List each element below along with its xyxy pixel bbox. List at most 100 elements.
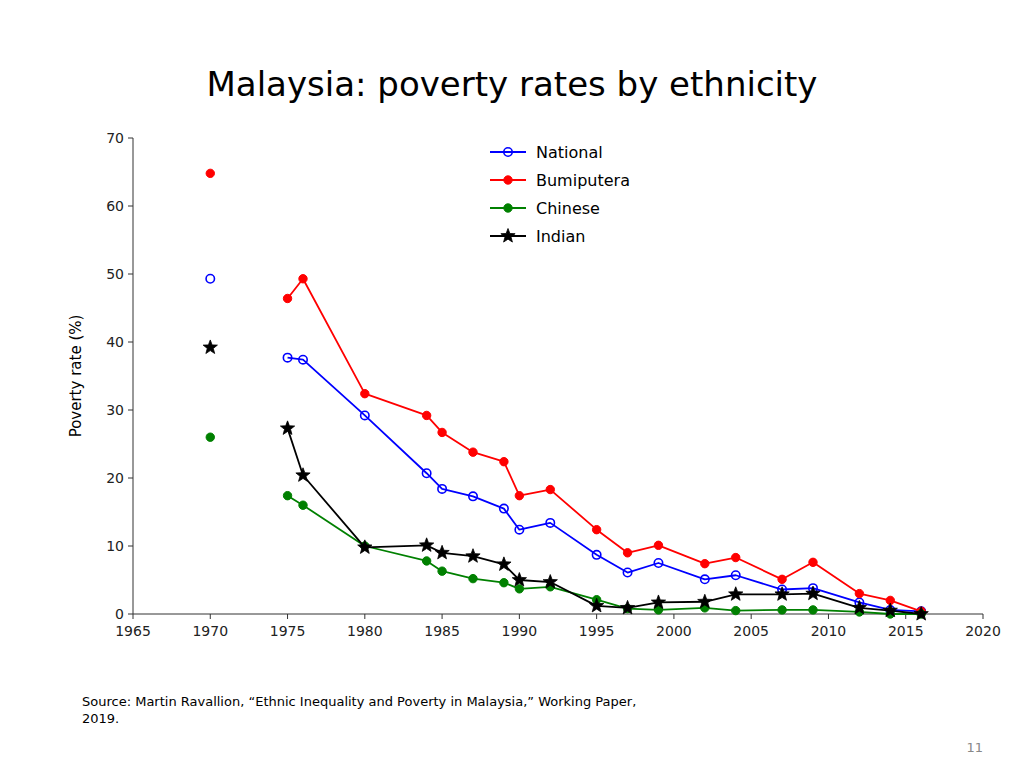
page-number: 11 — [966, 740, 983, 755]
data-point — [732, 571, 740, 579]
data-point — [206, 275, 214, 283]
x-tick-label: 1985 — [424, 623, 460, 639]
x-tick-label: 2010 — [811, 623, 847, 639]
y-axis-label: Poverty rate (%) — [67, 315, 85, 438]
legend-marker — [501, 229, 515, 243]
y-axis-line — [133, 138, 134, 614]
data-point — [778, 575, 786, 583]
data-point — [543, 575, 557, 589]
x-tick — [596, 614, 597, 619]
data-point — [500, 579, 508, 587]
data-point — [732, 606, 740, 614]
x-tick — [210, 614, 211, 619]
x-tick — [519, 614, 520, 619]
data-point — [809, 558, 817, 566]
legend-marker — [504, 204, 512, 212]
x-tick — [751, 614, 752, 619]
title: Malaysia: poverty rates by ethnicity — [207, 64, 818, 104]
data-point — [546, 485, 554, 493]
y-tick-label: 70 — [106, 130, 124, 146]
data-point — [592, 551, 600, 559]
y-tick-label: 20 — [106, 470, 124, 486]
y-tick — [128, 410, 133, 411]
x-tick-label: 1975 — [270, 623, 306, 639]
data-point — [654, 559, 662, 567]
data-point — [809, 606, 817, 614]
data-point — [623, 568, 631, 576]
data-point — [438, 428, 446, 436]
legend-label: Bumiputera — [536, 171, 630, 190]
source-note: Source: Martin Ravallion, “Ethnic Inequa… — [82, 694, 636, 726]
x-tick-label: 1980 — [347, 623, 383, 639]
data-point — [651, 595, 665, 609]
y-tick — [128, 138, 133, 139]
x-tick-label: 1990 — [502, 623, 538, 639]
data-point — [438, 567, 446, 575]
x-tick — [442, 614, 443, 619]
y-tick — [128, 614, 133, 615]
data-point — [469, 448, 477, 456]
data-point — [420, 538, 434, 552]
series-line — [288, 428, 922, 614]
series-line — [288, 496, 922, 614]
y-tick-label: 30 — [106, 402, 124, 418]
data-point — [299, 275, 307, 283]
x-tick-label: 2005 — [733, 623, 769, 639]
source-line: Source: Martin Ravallion, “Ethnic Inequa… — [82, 694, 636, 709]
data-point — [438, 485, 446, 493]
data-point — [500, 457, 508, 465]
data-point — [497, 557, 511, 571]
data-point — [206, 433, 214, 441]
data-point — [806, 586, 820, 600]
data-point — [466, 549, 480, 563]
data-point — [283, 353, 291, 361]
data-point — [358, 540, 372, 554]
legend-label: National — [536, 143, 603, 162]
data-point — [361, 389, 369, 397]
legend-swatch — [490, 151, 526, 153]
data-point — [515, 525, 523, 533]
series-line — [288, 358, 922, 612]
legend-label: Indian — [536, 227, 585, 246]
data-point — [852, 600, 866, 614]
y-tick — [128, 478, 133, 479]
data-point — [283, 491, 291, 499]
y-tick-label: 40 — [106, 334, 124, 350]
y-tick — [128, 206, 133, 207]
x-tick-label: 2020 — [965, 623, 1001, 639]
y-tick — [128, 546, 133, 547]
data-point — [299, 501, 307, 509]
data-point — [590, 598, 604, 612]
x-tick-label: 1995 — [579, 623, 615, 639]
data-point — [883, 603, 897, 617]
data-point — [732, 553, 740, 561]
data-point — [512, 573, 526, 587]
data-point — [623, 549, 631, 557]
data-point — [283, 294, 291, 302]
data-point — [775, 587, 789, 601]
y-tick-label: 50 — [106, 266, 124, 282]
data-point — [654, 541, 662, 549]
data-point — [620, 600, 634, 614]
data-point — [729, 587, 743, 601]
data-point — [914, 607, 928, 621]
x-tick-label: 1970 — [192, 623, 228, 639]
legend-label: Chinese — [536, 199, 600, 218]
x-tick — [287, 614, 288, 619]
plot-area — [203, 169, 928, 620]
y-tick-label: 10 — [106, 538, 124, 554]
data-point — [698, 594, 712, 608]
data-point — [206, 169, 214, 177]
data-point — [203, 340, 217, 354]
y-tick — [128, 274, 133, 275]
x-tick — [364, 614, 365, 619]
data-point — [299, 355, 307, 363]
y-tick-label: 0 — [115, 606, 124, 622]
data-point — [515, 491, 523, 499]
x-tick — [983, 614, 984, 619]
y-tick-label: 60 — [106, 198, 124, 214]
data-point — [280, 421, 294, 435]
data-point — [500, 504, 508, 512]
data-point — [296, 468, 310, 482]
data-point — [422, 411, 430, 419]
